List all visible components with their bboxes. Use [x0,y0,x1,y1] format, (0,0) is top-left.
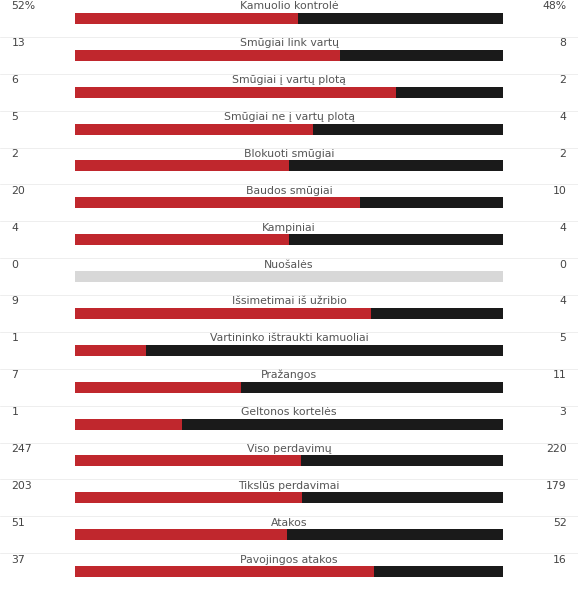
Text: Smūgiai ne į vartų plotą: Smūgiai ne į vartų plotą [224,112,354,122]
Text: 48%: 48% [542,1,566,11]
Text: Viso perdavimų: Viso perdavimų [247,444,331,454]
Text: Pražangos: Pražangos [261,370,317,380]
Text: 179: 179 [546,481,566,491]
Text: Tikslūs perdavimai: Tikslūs perdavimai [238,481,340,491]
Bar [75,455,503,467]
Bar [75,197,503,208]
Bar [75,160,289,172]
Bar [75,566,374,577]
Bar [371,308,503,319]
Bar [75,50,340,61]
Text: 8: 8 [560,38,566,48]
Text: 247: 247 [12,444,32,454]
Text: 0: 0 [12,260,18,270]
Bar [396,87,503,98]
Text: Smūgiai į vartų plotą: Smūgiai į vartų plotą [232,75,346,85]
Bar [75,529,287,540]
Text: 2: 2 [560,149,566,159]
Text: 52%: 52% [12,1,36,11]
Bar [146,345,503,356]
Bar [75,308,503,319]
Bar [75,492,503,503]
Bar [75,87,503,98]
Text: 4: 4 [12,222,18,232]
Text: 52: 52 [553,517,566,527]
Bar [182,418,503,430]
Bar [75,418,503,430]
Text: 13: 13 [12,38,25,48]
Bar [75,234,289,245]
Text: 4: 4 [560,112,566,122]
Bar [75,345,146,356]
Text: Vartininko ištraukti kamuoliai: Vartininko ištraukti kamuoliai [210,333,368,343]
Text: 16: 16 [553,555,566,565]
Text: 51: 51 [12,517,25,527]
Bar [75,492,302,503]
Bar [301,455,503,467]
Bar [360,197,503,208]
Bar [75,382,242,393]
Text: Pavojingos atakos: Pavojingos atakos [240,555,338,565]
Text: 5: 5 [12,112,18,122]
Bar [75,234,503,245]
Text: 220: 220 [546,444,566,454]
Text: 3: 3 [560,407,566,417]
Text: 10: 10 [553,186,566,196]
Bar [75,529,503,540]
Bar [75,13,503,24]
Text: 11: 11 [553,370,566,380]
Text: Atakos: Atakos [271,517,307,527]
Bar [75,455,301,467]
Bar [75,345,503,356]
Bar [340,50,503,61]
Bar [313,123,503,135]
Text: 6: 6 [12,75,18,85]
Text: 1: 1 [12,407,18,417]
Bar [289,160,503,172]
Bar [242,382,503,393]
Bar [287,529,503,540]
Bar [75,308,371,319]
Bar [75,160,503,172]
Text: Kampiniai: Kampiniai [262,222,316,232]
Bar [75,87,396,98]
Text: Smūgiai link vartų: Smūgiai link vartų [239,38,339,48]
Bar [75,418,182,430]
Bar [75,197,360,208]
Text: 0: 0 [560,260,566,270]
Text: Blokuoti smūgiai: Blokuoti smūgiai [244,149,334,159]
Bar [75,123,503,135]
Bar [75,50,503,61]
Text: 2: 2 [12,149,18,159]
Text: 37: 37 [12,555,25,565]
Text: 1: 1 [12,333,18,343]
Bar [75,123,313,135]
Text: 4: 4 [560,222,566,232]
Text: 203: 203 [12,481,32,491]
Text: 5: 5 [560,333,566,343]
Text: 20: 20 [12,186,25,196]
Text: 4: 4 [560,296,566,306]
Text: Baudos smūgiai: Baudos smūgiai [246,186,332,196]
Text: 2: 2 [560,75,566,85]
Text: Išsimetimai iš užribio: Išsimetimai iš užribio [232,296,346,306]
Text: 9: 9 [12,296,18,306]
Bar [75,13,298,24]
Bar [75,566,503,577]
Text: Nuošalės: Nuošalės [264,260,314,270]
Text: Geltonos kortelės: Geltonos kortelės [241,407,337,417]
Bar [75,271,503,282]
Bar [75,382,503,393]
Bar [289,234,503,245]
Text: Kamuolio kontrolė: Kamuolio kontrolė [240,1,338,11]
Bar [298,13,503,24]
Bar [374,566,503,577]
Bar [302,492,503,503]
Text: 7: 7 [12,370,18,380]
